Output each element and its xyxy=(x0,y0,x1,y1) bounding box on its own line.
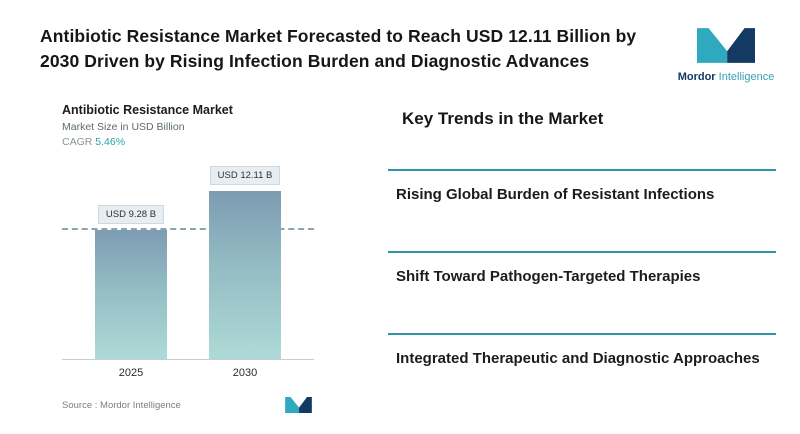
trends-heading: Key Trends in the Market xyxy=(402,109,604,128)
bar-group-2030: USD 12.11 B xyxy=(209,166,281,359)
bar-2025 xyxy=(95,230,167,359)
trend-item-text-3: Integrated Therapeutic and Diagnostic Ap… xyxy=(396,349,760,367)
brand-logo: Mordor Intelligence xyxy=(678,28,775,83)
bar-value-label-2030: USD 12.11 B xyxy=(209,166,281,185)
bar-value-label-2025: USD 9.28 B xyxy=(97,205,165,224)
cagr-label: CAGR xyxy=(62,136,93,148)
source-value: Mordor Intelligence xyxy=(100,399,181,411)
trend-item-1: Rising Global Burden of Resistant Infect… xyxy=(388,169,776,206)
page-title: Antibiotic Resistance Market Forecasted … xyxy=(40,26,637,71)
cagr-value: 5.46% xyxy=(95,136,126,148)
trend-item-text-1: Rising Global Burden of Resistant Infect… xyxy=(396,186,715,203)
bar-group-2025: USD 9.28 B xyxy=(95,205,167,359)
chart-subtitle: Market Size in USD Billion xyxy=(62,121,185,133)
brand-name-secondary: Intelligence xyxy=(718,71,775,83)
chart-section: Antibiotic Resistance Market Market Size… xyxy=(62,103,314,414)
trend-item-text-2: Shift Toward Pathogen-Targeted Therapies xyxy=(396,267,701,285)
brand-logo-text: Mordor Intelligence xyxy=(678,71,775,83)
x-axis-label-2025: 2025 xyxy=(118,367,144,379)
x-axis-label-2030: 2030 xyxy=(232,367,258,379)
mordor-logo-icon xyxy=(697,28,755,68)
source-label: Source : xyxy=(62,399,98,411)
mordor-logo-icon-small xyxy=(285,397,312,413)
chart-cagr: CAGR 5.46% xyxy=(62,136,314,148)
brand-name-primary: Mordor xyxy=(677,71,716,83)
key-trends-section: Key Trends in the Market Rising Global B… xyxy=(388,103,776,414)
x-axis-labels: 2025 2030 xyxy=(62,367,314,379)
source-row: Source : Mordor Intelligence xyxy=(62,397,314,413)
reference-line xyxy=(62,228,314,230)
source-text: Source : Mordor Intelligence xyxy=(62,400,181,411)
bar-chart: USD 9.28 B USD 12.11 B xyxy=(62,164,314,360)
trend-item-3: Integrated Therapeutic and Diagnostic Ap… xyxy=(388,332,776,370)
bar-2030 xyxy=(209,191,281,359)
content: Antibiotic Resistance Market Market Size… xyxy=(0,103,800,414)
header: Antibiotic Resistance Market Forecasted … xyxy=(0,0,800,83)
trend-item-2: Shift Toward Pathogen-Targeted Therapies xyxy=(388,250,776,288)
chart-title: Antibiotic Resistance Market xyxy=(62,103,233,117)
